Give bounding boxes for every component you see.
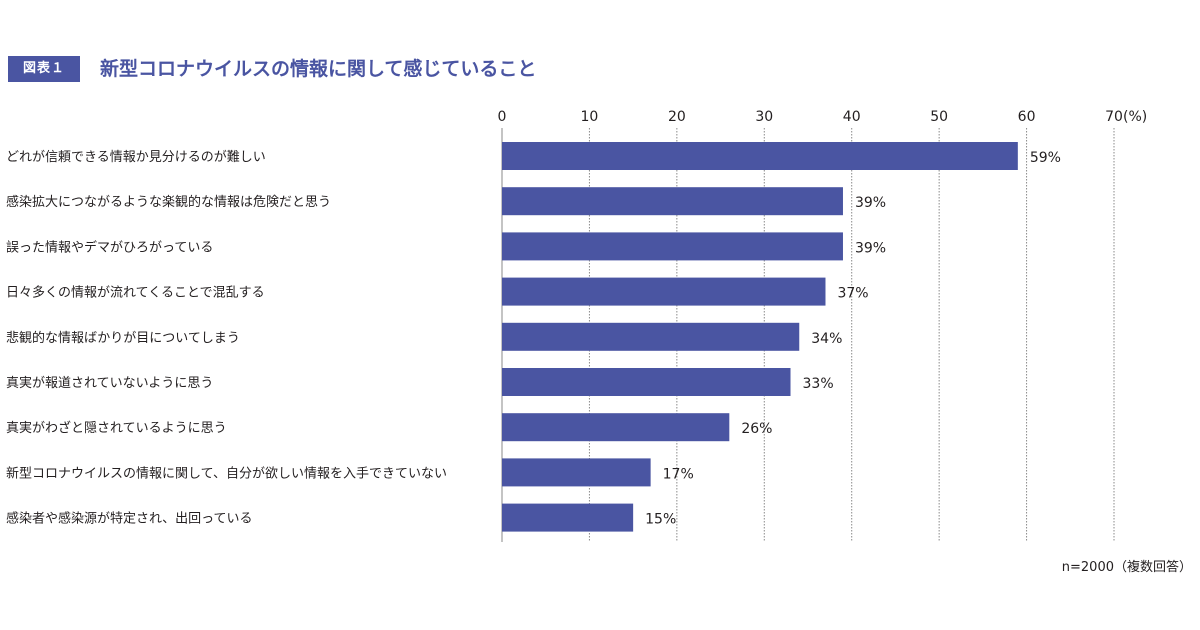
bar — [502, 503, 634, 532]
value-label: 15% — [645, 512, 676, 528]
bar — [502, 413, 730, 442]
value-label: 33% — [803, 376, 834, 392]
value-label: 37% — [837, 286, 868, 302]
value-label: 39% — [855, 195, 886, 211]
x-tick-label: 10 — [581, 109, 599, 125]
bar — [502, 232, 843, 261]
x-tick-label: 20 — [668, 109, 686, 125]
bar — [502, 368, 791, 396]
category-label: 悲観的な情報ばかりが目についてしまう — [6, 330, 240, 346]
category-label: 感染拡大につながるような楽観的な情報は危険だと思う — [6, 194, 331, 210]
bar — [502, 277, 826, 306]
category-label: 真実が報道されていないように思う — [6, 375, 213, 391]
category-label: どれが信頼できる情報か見分けるのが難しい — [6, 150, 266, 165]
value-label: 59% — [1030, 150, 1061, 166]
value-label: 26% — [741, 421, 772, 437]
bar — [502, 322, 800, 351]
category-label: 感染者や感染源が特定され、出回っている — [6, 511, 252, 527]
x-tick-label: 30 — [755, 109, 773, 125]
value-label: 39% — [855, 240, 886, 256]
sample-size-note: n=2000（複数回答） — [1061, 560, 1192, 575]
category-label: 新型コロナウイルスの情報に関して、自分が欲しい情報を入手できていない — [6, 465, 447, 481]
value-label: 34% — [811, 331, 842, 347]
x-tick-label: 40 — [843, 109, 861, 125]
bar — [502, 458, 651, 487]
x-tick-label: 0 — [498, 109, 507, 125]
value-label: 17% — [663, 466, 694, 482]
x-tick-label: 70 — [1105, 109, 1123, 125]
chart-title: 新型コロナウイルスの情報に関して感じていること — [100, 58, 537, 80]
x-tick-label: 60 — [1018, 109, 1036, 125]
bar — [502, 187, 843, 216]
figure-badge: 図表１ — [8, 56, 80, 82]
category-label: 真実がわざと隠されているように思う — [6, 420, 227, 436]
x-unit-label: (%) — [1123, 109, 1147, 125]
x-tick-label: 50 — [930, 109, 948, 125]
category-label: 日々多くの情報が流れてくることで混乱する — [6, 285, 265, 301]
category-label: 誤った情報やデマがひろがっている — [6, 239, 213, 255]
bar — [502, 142, 1018, 170]
